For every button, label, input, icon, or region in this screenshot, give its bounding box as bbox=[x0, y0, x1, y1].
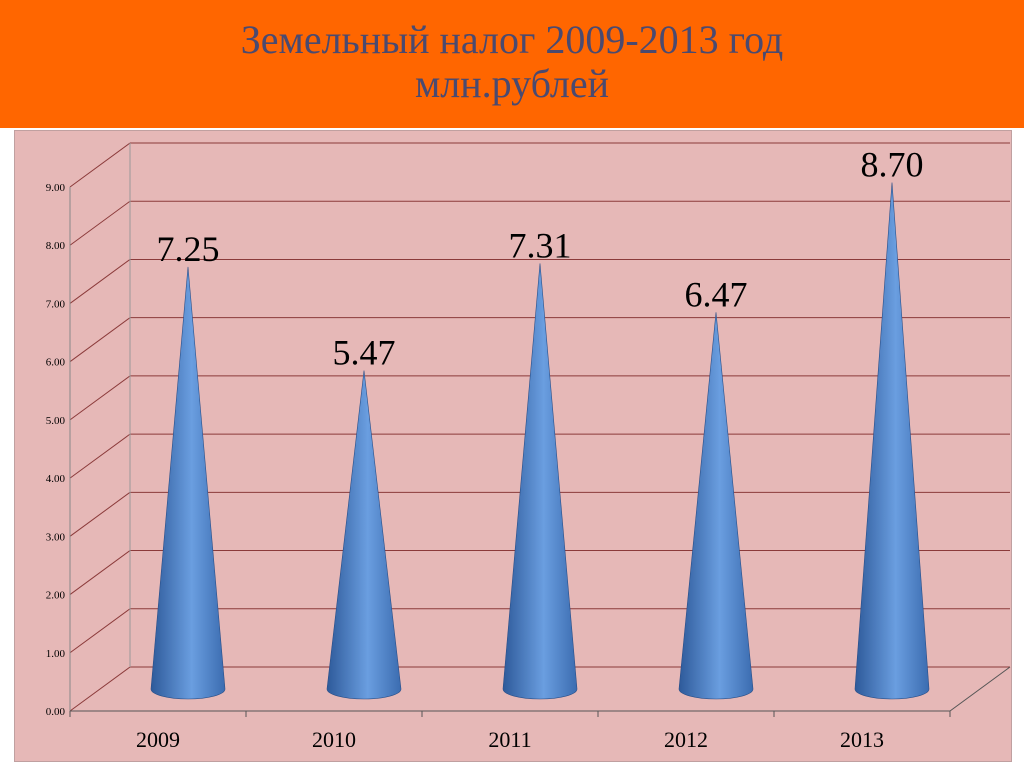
cone-bar bbox=[854, 182, 930, 700]
gridline-side bbox=[69, 550, 131, 595]
cone-bar bbox=[502, 263, 578, 700]
data-label: 6.47 bbox=[685, 274, 748, 314]
slide-header: Земельный налог 2009-2013 год млн.рублей bbox=[0, 0, 1024, 128]
y-tick-label: 1.00 bbox=[46, 648, 66, 660]
gridline-side bbox=[69, 200, 131, 246]
y-tick-label: 6.00 bbox=[46, 357, 66, 369]
x-tick-label: 2010 bbox=[312, 727, 356, 752]
y-tick-label: 5.00 bbox=[46, 415, 66, 427]
gridline-side bbox=[69, 666, 131, 712]
x-tick-label: 2011 bbox=[488, 727, 531, 752]
y-tick-label: 9.00 bbox=[46, 182, 66, 194]
data-label: 7.31 bbox=[509, 225, 572, 265]
cone-bar bbox=[326, 370, 402, 700]
y-tick-label: 2.00 bbox=[46, 590, 66, 602]
slide-title: Земельный налог 2009-2013 год bbox=[240, 17, 784, 62]
data-label: 5.47 bbox=[333, 333, 396, 373]
floor-right-edge bbox=[949, 666, 1011, 712]
gridline-side bbox=[69, 317, 131, 363]
x-tick-label: 2012 bbox=[664, 727, 708, 752]
cone-chart: 0.00 1.00 2.00 3.00 4.00 5.00 6.00 7.00 8.00 9.00… bbox=[46, 142, 1011, 752]
y-tick-label: 4.00 bbox=[46, 473, 66, 485]
gridline-side bbox=[69, 259, 131, 304]
x-tick-label: 2009 bbox=[136, 727, 180, 752]
gridline-side bbox=[69, 375, 131, 421]
gridline-side bbox=[69, 142, 131, 188]
gridline-side bbox=[69, 433, 131, 479]
y-tick-label: 3.00 bbox=[46, 531, 66, 543]
y-tick-label: 8.00 bbox=[46, 240, 66, 252]
chart-area: 0.00 1.00 2.00 3.00 4.00 5.00 6.00 7.00 8.00 9.00… bbox=[14, 130, 1012, 762]
slide-subtitle: млн.рублей bbox=[414, 61, 610, 106]
x-tick-label: 2013 bbox=[840, 727, 884, 752]
gridline-side bbox=[69, 491, 131, 537]
data-label: 8.70 bbox=[861, 144, 924, 184]
y-tick-label: 0.00 bbox=[46, 706, 66, 718]
cone-bar bbox=[678, 312, 754, 700]
data-label: 7.25 bbox=[157, 229, 220, 269]
gridline-side bbox=[69, 608, 131, 654]
cone-bar bbox=[150, 266, 226, 700]
y-tick-label: 7.00 bbox=[46, 298, 66, 310]
